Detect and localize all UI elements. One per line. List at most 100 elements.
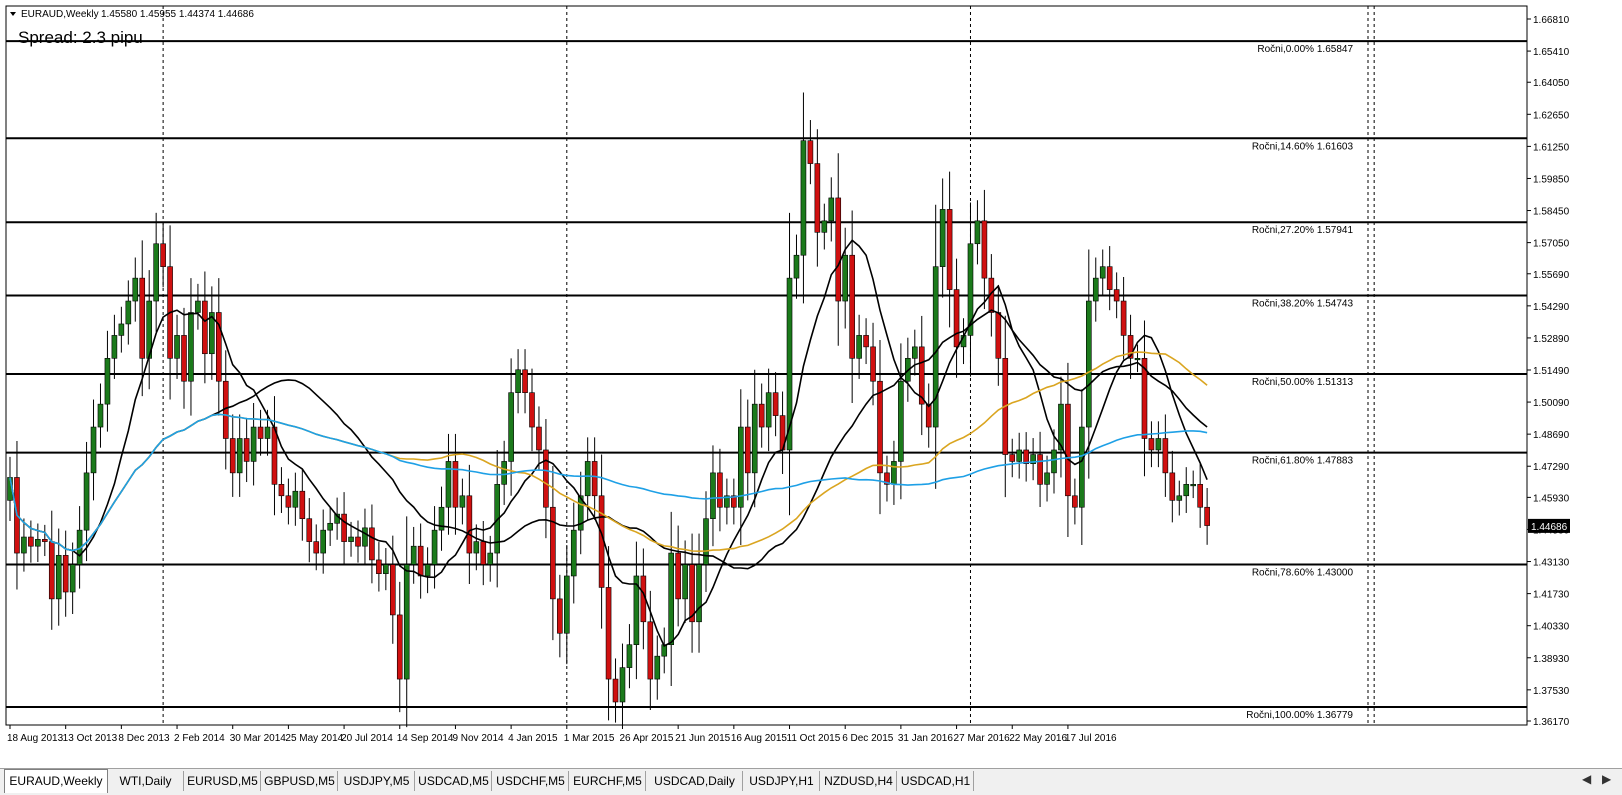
bullish-candle	[1134, 358, 1141, 361]
chart-tab[interactable]: EURCHF,M5	[570, 771, 646, 791]
date-tick-label: 16 Aug 2015	[731, 733, 788, 744]
bullish-candle	[320, 529, 327, 554]
bearish-candle	[605, 587, 612, 680]
bullish-candle	[1086, 300, 1092, 428]
bullish-candle	[250, 426, 257, 462]
chart-tab[interactable]: USDCAD,M5	[416, 771, 492, 791]
bullish-candle	[55, 555, 62, 600]
price-tick-label: 1.61250	[1533, 142, 1570, 153]
bearish-candle	[522, 369, 528, 393]
bullish-candle	[83, 472, 90, 531]
bearish-candle	[647, 621, 654, 680]
date-tick-label: 18 Aug 2013	[7, 733, 64, 744]
bullish-candle	[911, 346, 918, 359]
price-tick-label: 1.65410	[1533, 47, 1570, 58]
bearish-candle	[870, 346, 876, 382]
price-tick-label: 1.50090	[1533, 398, 1570, 409]
bullish-candle	[584, 461, 591, 497]
bearish-candle	[918, 346, 925, 405]
fib-level-label: Ročni,50.00% 1.51313	[1252, 377, 1354, 388]
bearish-candle	[466, 495, 473, 554]
bullish-candle	[1099, 266, 1106, 279]
chart-tab[interactable]: USDCAD,Daily	[647, 771, 743, 791]
chart-tab[interactable]: WTI,Daily	[108, 771, 184, 791]
dropdown-triangle-icon[interactable]	[10, 12, 16, 16]
tab-scroll-right-icon[interactable]: ▶	[1602, 772, 1612, 786]
fibonacci-levels: Ročni,0.00% 1.65847 Ročni,14.60% 1.61603 R…	[6, 40, 1527, 721]
bearish-candle	[160, 243, 166, 267]
chart-tab[interactable]: USDCAD,H1	[898, 771, 974, 791]
bullish-candle	[710, 472, 716, 519]
bullish-candle	[35, 539, 41, 547]
bearish-candle	[1037, 454, 1043, 485]
bullish-candle	[633, 575, 640, 646]
price-axis: 1.66810 1.65410 1.64050 1.62650 1.61250 1.598…	[1527, 15, 1570, 728]
bullish-candle	[696, 564, 702, 623]
bearish-candle	[181, 335, 187, 382]
bullish-candle	[459, 495, 466, 508]
price-tick-label: 1.41730	[1533, 590, 1570, 601]
candles	[7, 92, 1210, 728]
bearish-candle	[28, 536, 34, 547]
bearish-candle	[480, 541, 487, 565]
bearish-candle	[863, 335, 869, 348]
chart-tab[interactable]: USDJPY,M5	[339, 771, 415, 791]
chart-tab[interactable]: USDJPY,H1	[744, 771, 820, 791]
chart-tab[interactable]: GBPUSD,M5	[262, 771, 338, 791]
bullish-candle	[132, 277, 139, 302]
chart-tab[interactable]: NZDUSD,H4	[821, 771, 897, 791]
bullish-candle	[236, 438, 243, 474]
bearish-candle	[953, 289, 960, 348]
chart-tab[interactable]: USDCHF,M5	[493, 771, 569, 791]
bullish-candle	[1155, 438, 1162, 451]
chart-tab[interactable]: EURUSD,M5	[185, 771, 261, 791]
bullish-candle	[619, 667, 626, 703]
bearish-candle	[612, 678, 619, 703]
bearish-candle	[271, 426, 278, 485]
date-tick-label: 17 Jul 2016	[1065, 733, 1117, 744]
bearish-candle	[369, 527, 375, 561]
chart-tab[interactable]: EURAUD,Weekly	[4, 769, 108, 793]
bearish-candle	[995, 312, 1002, 359]
bearish-candle	[139, 277, 146, 359]
moving-average-line	[9, 413, 1208, 552]
bullish-candle	[751, 403, 758, 474]
bullish-candle	[1176, 495, 1183, 501]
date-tick-label: 25 May 2014	[285, 733, 343, 744]
ohlc-label: 1.45580 1.45955 1.44374 1.44686	[101, 9, 254, 20]
date-tick-label: 6 Dec 2015	[842, 733, 894, 744]
bullish-candle	[362, 527, 368, 547]
chart-canvas[interactable]: Ročni,0.00% 1.65847 Ročni,14.60% 1.61603 R…	[0, 0, 1622, 768]
bullish-candle	[800, 140, 807, 256]
bullish-candle	[118, 323, 125, 336]
price-tick-label: 1.58450	[1533, 207, 1570, 218]
price-tick-label: 1.54290	[1533, 302, 1570, 313]
chart-background	[0, 0, 1622, 768]
price-tick-label: 1.64050	[1533, 78, 1570, 89]
current-price-tag	[1528, 518, 1570, 533]
bearish-candle	[243, 438, 250, 462]
tab-scroll-left-icon[interactable]: ◀	[1582, 772, 1592, 786]
date-tick-label: 22 May 2016	[1009, 733, 1067, 744]
bearish-candle	[946, 209, 953, 290]
bullish-candle	[125, 300, 132, 325]
fib-level-label: Ročni,0.00% 1.65847	[1257, 44, 1353, 55]
bullish-candle	[1016, 449, 1023, 462]
bullish-candle	[765, 392, 772, 428]
bearish-candle	[62, 555, 69, 593]
bearish-candle	[1127, 335, 1134, 359]
date-tick-label: 30 Mar 2014	[230, 733, 287, 744]
chart-tab-bar: EURAUD,Weekly WTI,Daily EURUSD,M5 GBPUSD,M5…	[0, 768, 1622, 795]
bearish-candle	[355, 536, 361, 547]
bearish-candle	[285, 495, 292, 508]
current-price-label: 1.44686	[1531, 522, 1568, 533]
bullish-candle	[1092, 277, 1099, 302]
bullish-candle	[1079, 426, 1085, 508]
bearish-candle	[41, 539, 48, 542]
bearish-candle	[299, 490, 306, 519]
price-tick-label: 1.57050	[1533, 239, 1570, 250]
bearish-candle	[529, 392, 535, 428]
date-tick-label: 4 Jan 2015	[508, 733, 558, 744]
moving-average-line	[9, 239, 1208, 647]
